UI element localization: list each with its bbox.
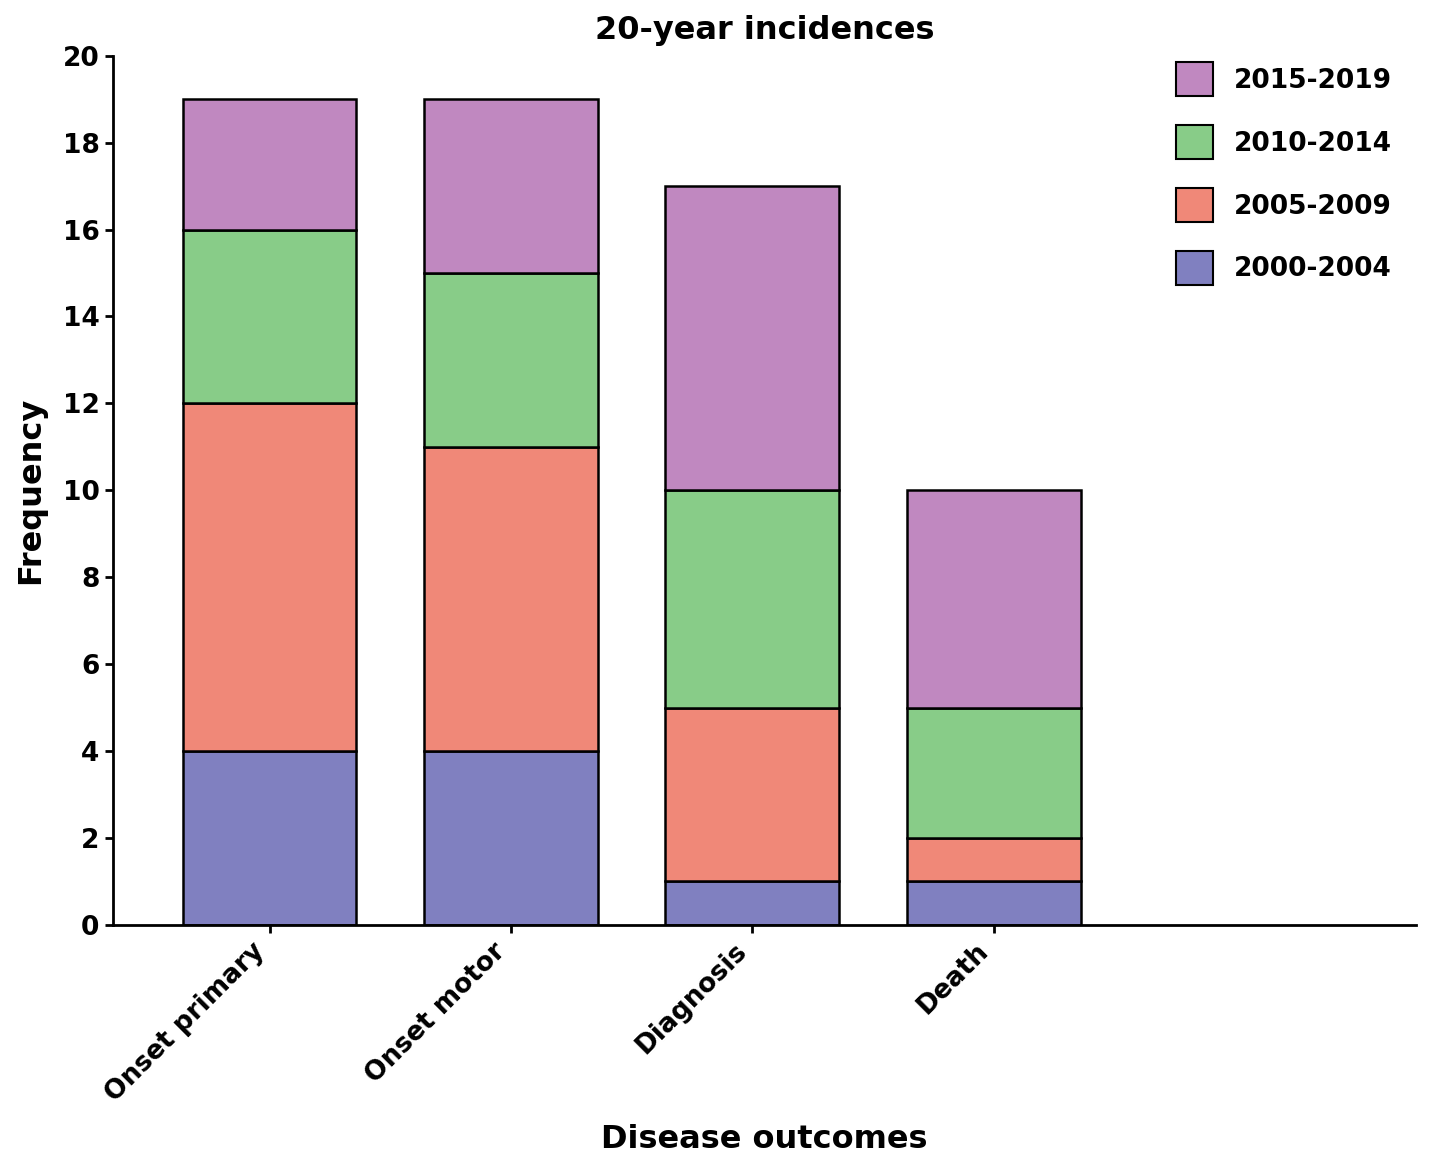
Bar (665, 490, 839, 708)
Bar (424, 751, 598, 925)
Y-axis label: Frequency: Frequency (14, 397, 46, 584)
Bar (183, 751, 356, 925)
Bar (665, 881, 839, 925)
Bar (665, 708, 839, 881)
Bar (665, 186, 839, 490)
Bar (907, 708, 1080, 838)
Bar (424, 99, 598, 273)
Bar (183, 229, 356, 404)
Bar (183, 404, 356, 751)
Bar (424, 447, 598, 751)
Bar (907, 881, 1080, 925)
Bar (907, 490, 1080, 708)
X-axis label: Disease outcomes: Disease outcomes (601, 1124, 927, 1155)
Bar (183, 99, 356, 229)
Bar (907, 838, 1080, 881)
Title: 20-year incidences: 20-year incidences (595, 15, 934, 46)
Bar (424, 273, 598, 447)
Legend: 2015-2019, 2010-2014, 2005-2009, 2000-2004: 2015-2019, 2010-2014, 2005-2009, 2000-20… (1165, 51, 1402, 295)
